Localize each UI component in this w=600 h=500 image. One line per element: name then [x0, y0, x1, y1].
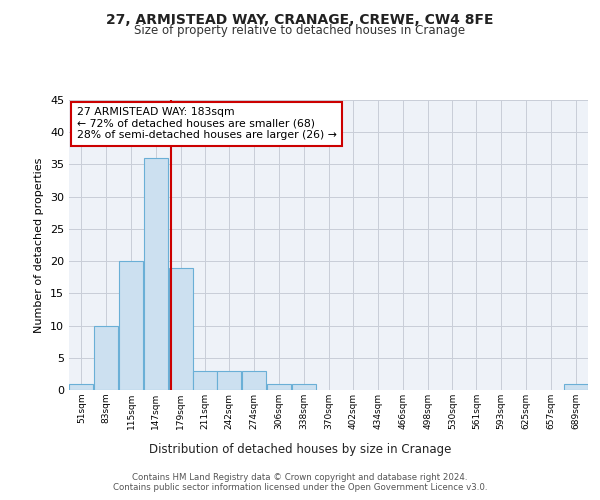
Bar	[119, 261, 143, 390]
Bar	[144, 158, 168, 390]
Y-axis label: Number of detached properties: Number of detached properties	[34, 158, 44, 332]
Text: Contains HM Land Registry data © Crown copyright and database right 2024.
Contai: Contains HM Land Registry data © Crown c…	[113, 472, 487, 492]
Text: 27 ARMISTEAD WAY: 183sqm
← 72% of detached houses are smaller (68)
28% of semi-d: 27 ARMISTEAD WAY: 183sqm ← 72% of detach…	[77, 108, 337, 140]
Bar	[267, 384, 291, 390]
Text: Size of property relative to detached houses in Cranage: Size of property relative to detached ho…	[134, 24, 466, 37]
Text: 27, ARMISTEAD WAY, CRANAGE, CREWE, CW4 8FE: 27, ARMISTEAD WAY, CRANAGE, CREWE, CW4 8…	[106, 12, 494, 26]
Bar	[292, 384, 316, 390]
Bar	[70, 384, 94, 390]
Bar	[169, 268, 193, 390]
Text: Distribution of detached houses by size in Cranage: Distribution of detached houses by size …	[149, 442, 451, 456]
Bar	[94, 326, 118, 390]
Bar	[242, 370, 266, 390]
Bar	[217, 370, 241, 390]
Bar	[193, 370, 217, 390]
Bar	[563, 384, 587, 390]
